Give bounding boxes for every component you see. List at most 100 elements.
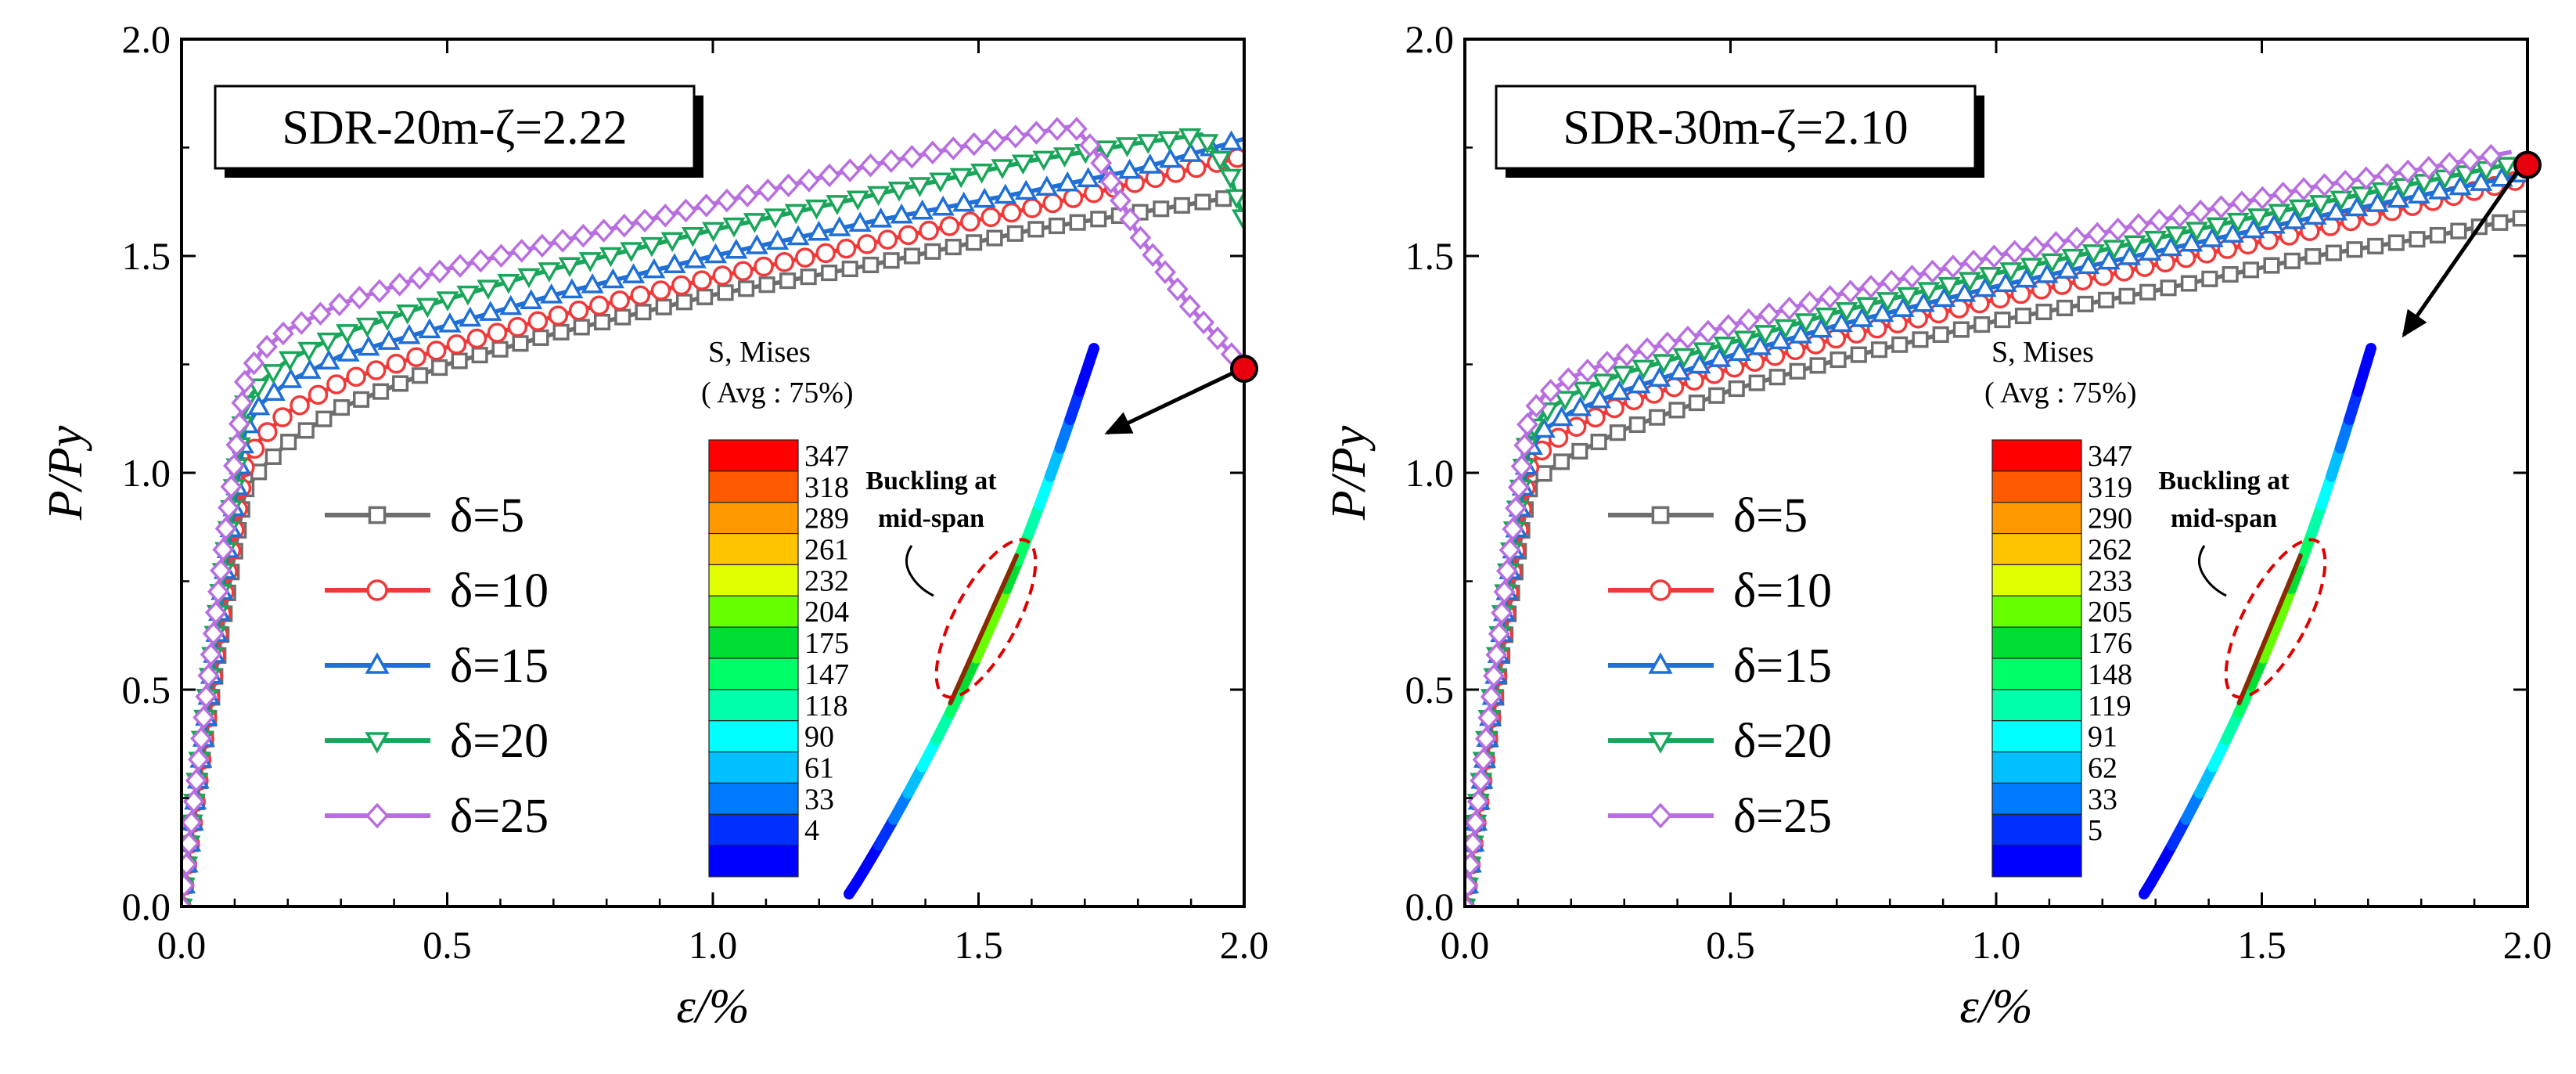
data-point (1826, 328, 1847, 349)
data-point (233, 369, 256, 395)
data-point (2407, 183, 2430, 204)
contour-band (1991, 532, 2082, 566)
data-point (446, 334, 467, 355)
legend-label: δ=25 (1733, 790, 1832, 843)
contour-band (1991, 502, 2082, 535)
data-point (1078, 133, 1101, 157)
data-point (290, 311, 313, 335)
data-point (1488, 622, 1510, 646)
data-point (1901, 265, 1923, 289)
data-point (357, 335, 380, 356)
data-point (2397, 159, 2419, 184)
data-point (326, 374, 347, 395)
data-point (671, 275, 692, 296)
data-point (991, 159, 1014, 179)
data-point (2139, 283, 2157, 301)
legend-label: δ=20 (450, 715, 549, 768)
data-point (2308, 195, 2333, 215)
data-point (754, 256, 774, 277)
data-point (297, 341, 321, 362)
data-point (1815, 307, 1838, 328)
data-point (451, 352, 468, 369)
data-point (204, 600, 227, 625)
data-point (512, 335, 529, 352)
data-point (1963, 249, 1985, 274)
data-point (2491, 214, 2509, 231)
data-point (308, 384, 329, 405)
chart-panel-left: 0.0 0.5 1.0 1.5 2.0 0.0 0.5 1.0 1.5 2.0 SDR-20m-ζ… (39, 17, 1268, 1033)
contour-value: 33 (2088, 783, 2117, 816)
y-tick-label: 2.0 (122, 17, 171, 61)
data-point (846, 190, 869, 211)
data-point (599, 247, 623, 268)
data-point (2366, 192, 2389, 212)
data-point (2118, 287, 2135, 305)
data-point (1193, 310, 1215, 335)
data-point (869, 207, 893, 228)
data-point (256, 334, 278, 359)
data-point (2168, 204, 2191, 229)
data-point (1477, 705, 1500, 730)
data-point (2450, 222, 2467, 240)
data-point (1572, 381, 1596, 402)
data-point (1829, 351, 1847, 369)
contour-band (1991, 626, 2082, 659)
legend: δ=5 δ=10 δ=15 δ=20 δ=25 (1608, 489, 1832, 843)
data-point (412, 367, 429, 384)
axis-ticks: 0.0 0.5 1.0 1.5 2.0 0.0 0.5 1.0 1.5 2.0 (122, 17, 1269, 967)
data-point (438, 312, 462, 333)
data-point (190, 726, 212, 751)
data-point (2230, 190, 2253, 214)
x-tick-label: 0.0 (1441, 923, 1490, 967)
data-point (1539, 378, 1562, 403)
data-point (510, 239, 533, 263)
data-point (1917, 282, 1941, 302)
data-point (315, 410, 333, 427)
data-point (2470, 171, 2493, 191)
data-point (1465, 873, 1479, 898)
data-point (1765, 346, 1786, 366)
contour-value: 233 (2088, 564, 2132, 597)
data-point (436, 291, 459, 312)
data-point (1887, 313, 1908, 334)
data-point (1728, 380, 1745, 398)
contour-band (708, 845, 799, 878)
data-point (207, 579, 229, 604)
data-point (1596, 351, 1618, 375)
contour-band (1991, 470, 2082, 503)
data-point (573, 319, 590, 336)
data-point (962, 132, 985, 157)
data-point (1649, 409, 1666, 426)
data-point (1568, 396, 1592, 416)
data-point (1592, 373, 1615, 395)
data-point (1704, 364, 1725, 384)
data-point (1465, 894, 1476, 906)
data-point (736, 183, 759, 207)
data-point (696, 288, 714, 305)
data-point (1052, 147, 1077, 168)
data-point (348, 285, 371, 310)
data-point (1829, 312, 1853, 333)
x-axis-label: ε/% (1959, 980, 2032, 1033)
failure-point-marker (1230, 355, 1258, 384)
fe-inset (2139, 343, 2376, 899)
data-point (715, 188, 738, 213)
data-point (703, 243, 728, 264)
contour-value: 118 (804, 690, 848, 723)
data-point (745, 234, 768, 254)
legend-label: δ=15 (450, 640, 549, 693)
x-tick-label: 0.5 (1706, 923, 1755, 967)
data-point (1032, 150, 1056, 171)
data-point (552, 229, 574, 253)
data-point (1194, 193, 1211, 211)
data-point (1632, 359, 1655, 380)
data-point (1999, 262, 2023, 283)
data-point (2428, 178, 2452, 200)
data-point (857, 234, 877, 254)
data-point (2123, 235, 2146, 256)
data-point (1876, 292, 1899, 312)
data-point (681, 227, 704, 247)
contour-legend-title: S, Mises (1991, 336, 2094, 369)
data-point (396, 304, 419, 325)
data-point (1465, 831, 1484, 856)
